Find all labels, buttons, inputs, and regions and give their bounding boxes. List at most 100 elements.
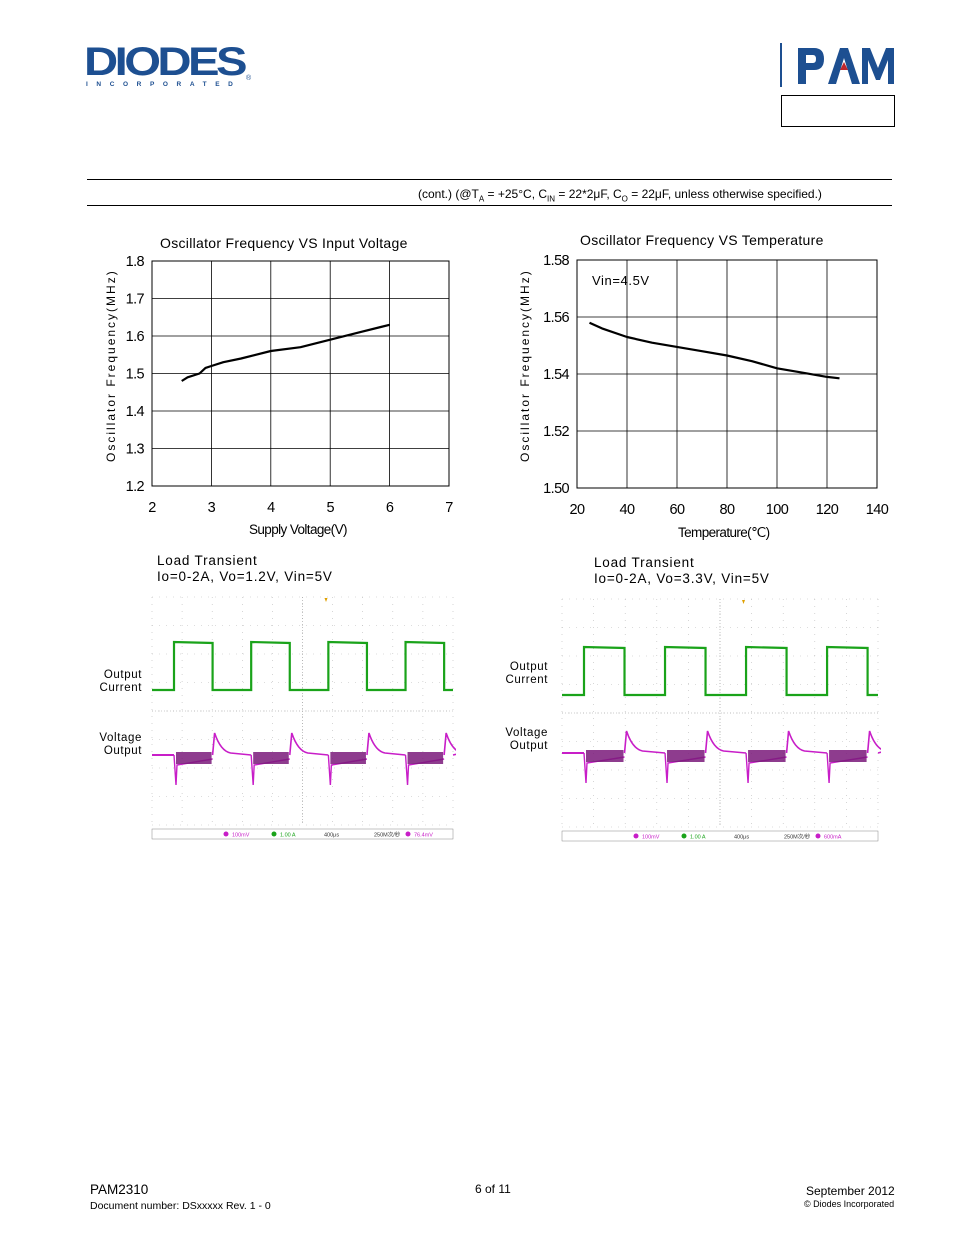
- chart1-series-line: [181, 323, 390, 382]
- chart2-ytick-label: 1.58: [543, 253, 569, 269]
- pam-logo: [780, 43, 894, 87]
- scope2-voltage-band: [586, 750, 624, 762]
- test-conditions: (cont.) (@TA = +25°C, CIN = 22*2μF, CO =…: [418, 187, 822, 204]
- scope2-title-line1: Load Transient: [594, 555, 695, 570]
- chart1-ytick-label: 1.4: [126, 404, 145, 420]
- chart2-xtick-label: 140: [866, 502, 889, 518]
- chart1-xtick-label: 7: [445, 500, 453, 516]
- chart1-ytick-label: 1.2: [126, 479, 145, 495]
- chart2-series-line: [589, 321, 840, 380]
- scope1-status-dot: [405, 831, 411, 837]
- chart2-xtick-label: 80: [720, 502, 735, 518]
- scope2-status-text: 100mV: [642, 835, 660, 841]
- chart2-annotation: Vin=4.5V: [592, 273, 650, 288]
- chart2-plot: 20 40 60 80 100 120 140 1.58 1.56 1.54 1.52 1.50 Vin…: [543, 253, 889, 518]
- scope2-status-dot: [681, 833, 687, 839]
- footer-part: PAM2310: [90, 1182, 149, 1197]
- scope2-voltage-label: Voltage Output: [498, 727, 548, 753]
- chart1-xtick-label: 3: [208, 500, 216, 516]
- scope2-status-bar: [561, 830, 879, 842]
- scope1-voltage-label-l1: Voltage: [99, 732, 142, 744]
- scope1-title: Load Transient Io=0-2A, Vo=1.2V, Vin=5V: [157, 553, 333, 585]
- scope2-current-label-l2: Current: [505, 674, 548, 686]
- svg-text:®: ®: [246, 74, 252, 82]
- scope1-voltage-label-l2: Output: [103, 745, 142, 757]
- chart1-ytick-label: 1.3: [126, 442, 145, 458]
- chart2-ytick-label: 1.50: [543, 481, 569, 497]
- scope2-voltage-overshoot: [785, 730, 828, 754]
- scope1-voltage-band: [176, 752, 212, 764]
- chart2-ytick-label: 1.52: [543, 424, 569, 440]
- chart1-ytick-label: 1.5: [126, 367, 145, 383]
- scope2-current-label-l1: Output: [509, 661, 548, 673]
- chart2-xtick-label: 120: [816, 502, 839, 518]
- chart1-xtick-label: 5: [326, 500, 334, 516]
- scope1-voltage-band: [407, 752, 444, 764]
- scope2-title: Load Transient Io=0-2A, Vo=3.3V, Vin=5V: [594, 555, 770, 587]
- scope2-current-label: Output Current: [498, 661, 548, 687]
- chart1-ytick-label: 1.8: [126, 255, 145, 270]
- scope1-voltage-overshoot: [288, 732, 329, 756]
- scope2-voltage-label-l2: Output: [509, 740, 548, 752]
- chart1-ytick-label: 1.7: [126, 292, 145, 308]
- chart2-ytick-label: 1.54: [543, 367, 569, 383]
- part-number-box: [781, 95, 895, 127]
- scope1-voltage-band: [253, 752, 289, 764]
- scope2-status-text: 600mA: [824, 835, 842, 841]
- scope1-current-label: Output Current: [92, 669, 142, 695]
- scope1-voltage-overshoot: [211, 732, 252, 756]
- section-rule-bottom: [87, 205, 892, 206]
- scope2-voltage-overshoot: [704, 730, 747, 754]
- scope1-voltage-band: [330, 752, 366, 764]
- chart1-xlabel: Supply Voltage(V): [249, 522, 347, 537]
- scope2-title-line2: Io=0-2A, Vo=3.3V, Vin=5V: [594, 571, 770, 586]
- scope2-voltage-band: [667, 750, 705, 762]
- section-rule-top: [87, 179, 892, 180]
- footer-copyright: © Diodes Incorporated: [804, 1199, 895, 1209]
- scope2-status-text: 1.00 A: [690, 835, 706, 841]
- scope1-status-text: 1.00 A: [280, 833, 296, 839]
- chart2-ylabel: Oscillator Frequency(MHz): [518, 269, 532, 462]
- chart1-xtick-label: 2: [148, 500, 156, 516]
- chart1-xtick-label: 6: [386, 500, 394, 516]
- scope2-status-text: 400μs: [734, 835, 749, 841]
- scope1-status-bar: [151, 828, 454, 840]
- chart1-ytick-label: 1.6: [126, 329, 145, 345]
- chart2-frame: [576, 259, 878, 489]
- chart1-xtick-label: 4: [267, 500, 275, 516]
- footer-date: September 2012: [806, 1184, 895, 1198]
- scope1-status-text: 100mV: [232, 833, 250, 839]
- scope1-current-label-l2: Current: [99, 682, 142, 694]
- scope1-voltage-overshoot: [443, 732, 456, 756]
- chart2-xtick-label: 100: [766, 502, 789, 518]
- scope2-status-text: 250M次/秒: [784, 833, 811, 841]
- chart2-title: Oscillator Frequency VS Temperature: [580, 232, 824, 248]
- scope1-trigger-marker: [324, 598, 328, 602]
- diodes-logo: DIODES INCORPORATED ®: [84, 42, 252, 88]
- scope2-status-dot: [633, 833, 639, 839]
- scope2-voltage-band: [748, 750, 786, 762]
- chart1-title: Oscillator Frequency VS Input Voltage: [160, 235, 408, 251]
- chart2-xlabel: Temperature(℃): [678, 525, 770, 540]
- scope2-current-trace: [562, 645, 878, 697]
- scope1-status-text: 76.4mV: [414, 833, 433, 839]
- scope2-voltage-label-l1: Voltage: [505, 727, 548, 739]
- scope2-trigger-marker: [742, 600, 745, 604]
- scope1-current-trace: [152, 640, 453, 692]
- chart1-plot: 2 3 4 5 6 7 1.8 1.7 1.6 1.5 1.4 1.3 1.2: [126, 255, 454, 516]
- svg-text:DIODES: DIODES: [84, 42, 247, 84]
- scope1-title-line1: Load Transient: [157, 553, 258, 568]
- scope1-title-line2: Io=0-2A, Vo=1.2V, Vin=5V: [157, 569, 333, 584]
- scope1-screen: 100mV 1.00 A 400μs 250M次/秒 76.4mV: [151, 596, 456, 840]
- chart2-xtick-label: 20: [570, 502, 585, 518]
- chart1-frame: [151, 260, 450, 487]
- footer-docnum: Document number: DSxxxxx Rev. 1 - 0: [90, 1200, 271, 1212]
- chart2-xtick-label: 60: [670, 502, 685, 518]
- scope1-current-label-l1: Output: [103, 669, 142, 681]
- chart1-ylabel: Oscillator Frequency(MHz): [104, 269, 118, 462]
- chart2-ytick-label: 1.56: [543, 310, 569, 326]
- scope2-voltage-band: [829, 750, 867, 762]
- scope2-voltage-overshoot: [866, 730, 881, 754]
- scope2-status-dot: [815, 833, 821, 839]
- scope1-voltage-label: Voltage Output: [92, 732, 142, 758]
